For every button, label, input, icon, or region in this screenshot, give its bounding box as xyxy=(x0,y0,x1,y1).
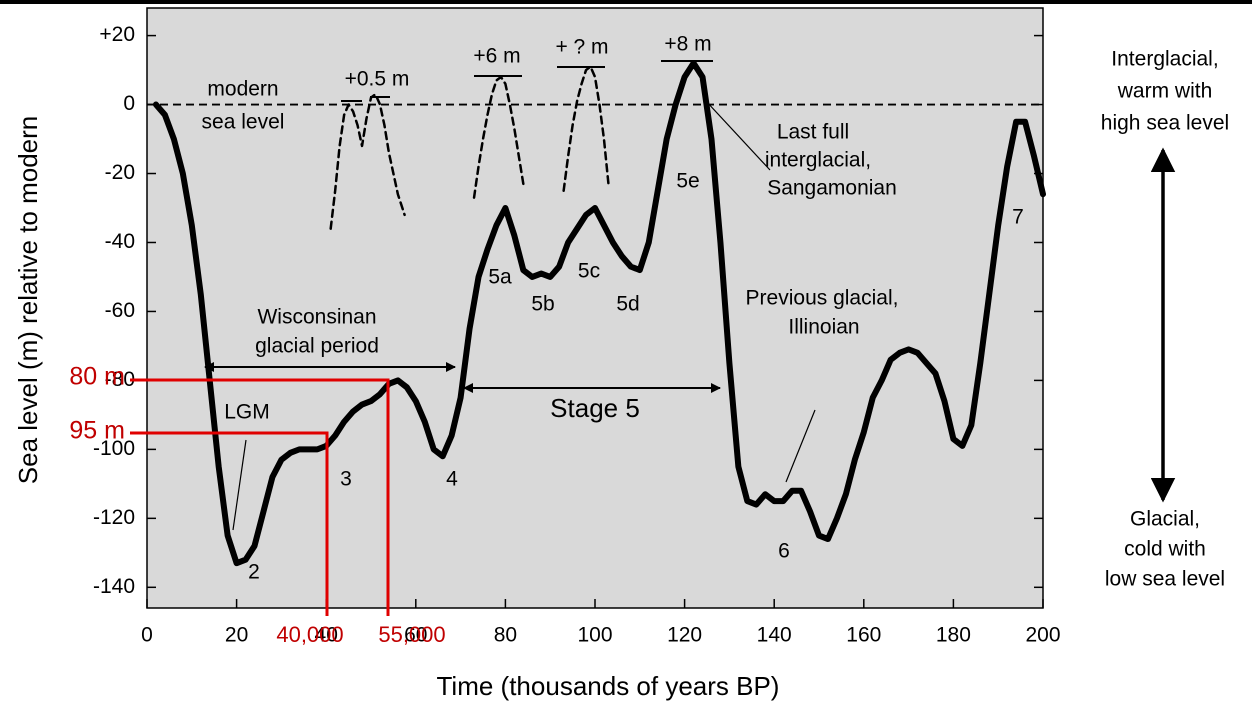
annotation: Sangamonian xyxy=(767,177,897,200)
annotation: 2 xyxy=(248,561,260,584)
annotation: Stage 5 xyxy=(550,393,640,423)
highlight-label: 95 m xyxy=(69,417,125,445)
y-tick-label: +20 xyxy=(99,23,135,46)
annotations: modern sea level +0.5 m +6 m + ? m +8 m … xyxy=(202,33,1230,591)
annotation: 4 xyxy=(446,468,458,491)
annotation-arrows xyxy=(204,99,1176,531)
x-axis-title: Time (thousands of years BP) xyxy=(437,671,780,701)
level-markers xyxy=(341,60,713,102)
x-tick-label: 20 xyxy=(225,624,248,647)
plot-area xyxy=(146,7,1044,609)
annotation: warm with xyxy=(1117,80,1213,103)
annotation: high sea level xyxy=(1101,112,1229,135)
annotation: LGM xyxy=(224,401,270,424)
x-tick-label: 140 xyxy=(757,624,792,647)
annotation: Last full xyxy=(777,121,849,144)
y-axis-title: Sea level (m) relative to modern xyxy=(13,116,43,484)
annotation: sea level xyxy=(202,111,285,134)
highlight-lines xyxy=(130,378,390,616)
dashed-line xyxy=(562,65,610,193)
annotation: 3 xyxy=(340,468,352,491)
x-tick-label: 0 xyxy=(141,624,153,647)
highlight-label: 80 m xyxy=(69,363,125,391)
x-tick-label: 180 xyxy=(936,624,971,647)
x-tick-label: 100 xyxy=(577,624,612,647)
dashed-line xyxy=(472,75,525,199)
top-border xyxy=(0,0,1252,4)
y-tick-label: -40 xyxy=(105,230,135,253)
x-tick-label: 80 xyxy=(494,624,517,647)
annotation: +8 m xyxy=(664,33,711,56)
y-tick-label: -100 xyxy=(93,437,135,460)
x-tick-label: 60 xyxy=(404,624,427,647)
annotation: 6 xyxy=(778,540,790,563)
y-tick-label: -140 xyxy=(93,575,135,598)
x-tick-label: 40 xyxy=(315,624,338,647)
annotation: 5a xyxy=(488,266,512,289)
x-tick-label: 200 xyxy=(1025,624,1060,647)
annotation: +0.5 m xyxy=(345,68,410,91)
highlight-label: 55,000 xyxy=(378,622,445,647)
y-tick-label: -120 xyxy=(93,506,135,529)
y-tick-label: -80 xyxy=(105,368,135,391)
annotation: Glacial, xyxy=(1130,508,1200,531)
annotation: modern xyxy=(207,78,278,101)
annotation: 5d xyxy=(616,293,639,316)
x-tick-label: 160 xyxy=(846,624,881,647)
x-tick-label: 120 xyxy=(667,624,702,647)
y-tick-label: -20 xyxy=(105,161,135,184)
annotation: Previous glacial, xyxy=(746,287,899,310)
dashed-line xyxy=(329,92,406,230)
annotation: Illinoian xyxy=(788,316,859,339)
y-tick-label: -60 xyxy=(105,299,135,322)
annotation: low sea level xyxy=(1105,568,1225,591)
annotation: glacial period xyxy=(255,335,379,358)
annotation: 5b xyxy=(531,293,554,316)
annotation: 5e xyxy=(676,170,699,193)
annotation: interglacial, xyxy=(765,149,871,172)
y-tick-label: 0 xyxy=(123,92,135,115)
annotation: cold with xyxy=(1124,538,1206,561)
annotation: + ? m xyxy=(555,36,608,59)
annotation: 5c xyxy=(578,260,600,283)
sea-level-line xyxy=(152,60,1046,567)
annotation: Wisconsinan xyxy=(257,306,376,329)
highlight-label: 40,000 xyxy=(276,622,343,647)
annotation: Interglacial, xyxy=(1111,48,1218,71)
annotation: +6 m xyxy=(473,45,520,68)
annotation: 7 xyxy=(1012,206,1024,229)
